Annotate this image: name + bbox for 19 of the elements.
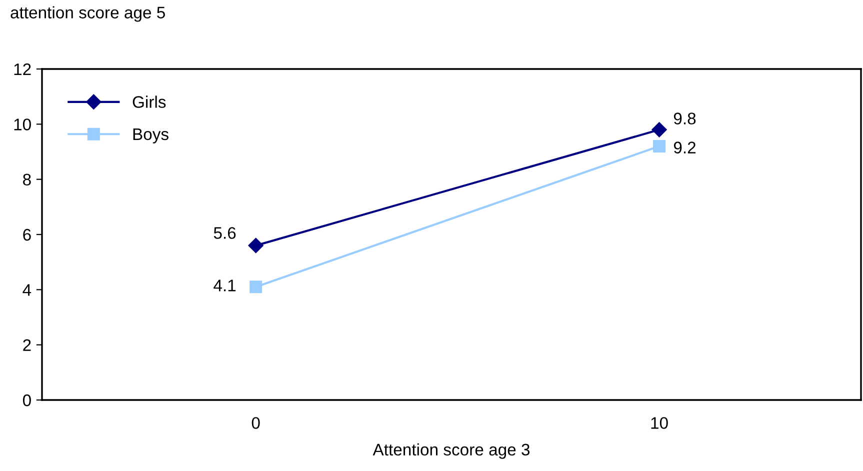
legend-label: Boys bbox=[133, 128, 168, 144]
data-label: 9.2 bbox=[674, 142, 696, 154]
x-axis-title: Attention score age 3 bbox=[372, 443, 530, 459]
point bbox=[653, 140, 666, 152]
data-label: 4.1 bbox=[214, 280, 236, 292]
point bbox=[652, 122, 667, 138]
y-tick-label: 0 bbox=[22, 394, 31, 406]
point bbox=[250, 280, 262, 294]
y-tick-label: 10 bbox=[14, 118, 31, 130]
y-tick-label: 4 bbox=[22, 284, 32, 296]
y-tick-label: 8 bbox=[23, 174, 31, 186]
y-axis-title: attention score age 5 bbox=[10, 6, 165, 22]
y-tick-label: 12 bbox=[14, 63, 31, 76]
data-label: 5.6 bbox=[214, 227, 236, 239]
point bbox=[248, 238, 264, 254]
data-label: 9.8 bbox=[674, 112, 696, 124]
y-tick-label: 6 bbox=[23, 228, 31, 241]
legend-label: Girls bbox=[132, 96, 166, 108]
y-tick-label: 2 bbox=[23, 339, 31, 351]
